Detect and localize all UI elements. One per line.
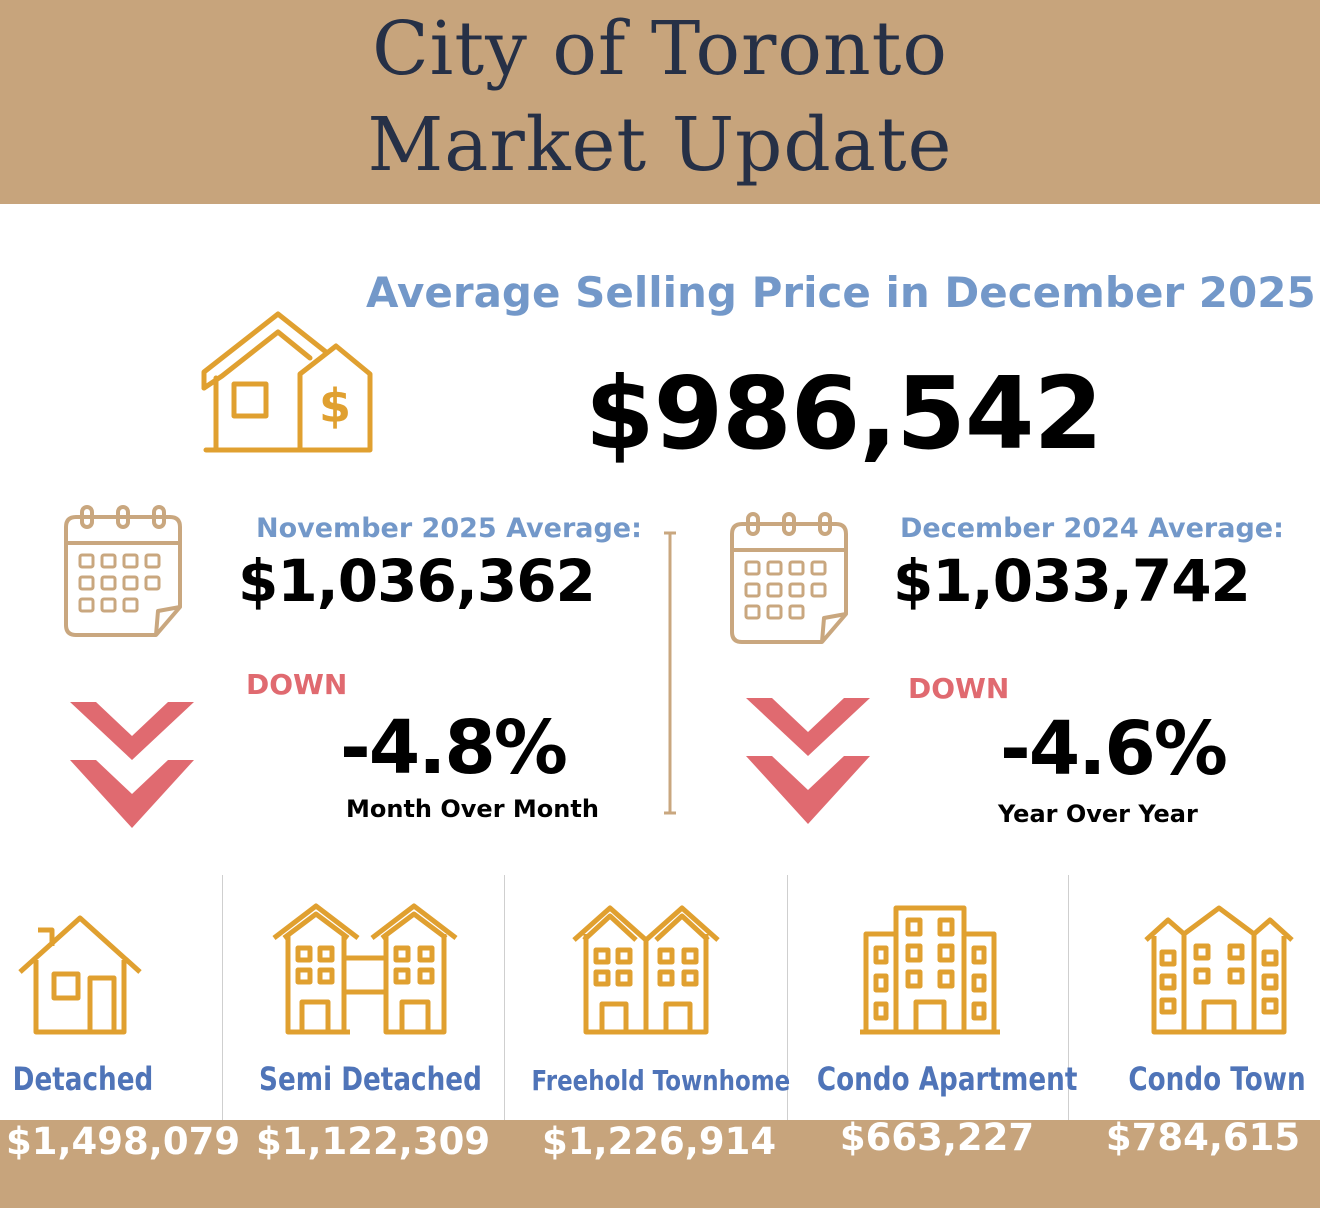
column-divider: [1068, 875, 1069, 1120]
column-divider: [787, 875, 788, 1120]
subtitle: Average Selling Price in December 2025: [366, 268, 1316, 317]
month-average-label: November 2025 Average:: [256, 513, 642, 544]
price-band: [0, 1120, 1320, 1208]
freehold-townhome-icon: [572, 905, 720, 1035]
type-price-condo-apartment: $663,227: [839, 1116, 1035, 1159]
double-chevron-down-icon: [746, 698, 870, 824]
average-price: $986,542: [585, 355, 1103, 472]
month-down-label: DOWN: [246, 668, 348, 701]
year-down-label: DOWN: [908, 672, 1010, 705]
year-average-value: $1,033,742: [893, 547, 1251, 615]
month-average-value: $1,036,362: [238, 547, 596, 615]
calendar-icon: [64, 505, 182, 637]
calendar-icon: [730, 512, 848, 644]
page-title-line2: Market Update: [367, 102, 953, 188]
semi-detached-icon: [272, 903, 458, 1035]
type-label-detached: Detached: [12, 1060, 154, 1098]
detached-house-icon: [18, 915, 142, 1035]
column-divider: [222, 875, 223, 1120]
condo-town-icon: [1144, 905, 1294, 1035]
column-divider: [504, 875, 505, 1120]
type-price-condo-town: $784,615: [1105, 1116, 1301, 1159]
type-label-condo-apartment: Condo Apartment: [816, 1060, 1078, 1098]
type-price-detached: $1,498,079: [6, 1120, 241, 1163]
year-average-label: December 2024 Average:: [900, 513, 1284, 544]
month-change-caption: Month Over Month: [346, 795, 599, 823]
comparison-divider: [664, 531, 676, 815]
year-change-caption: Year Over Year: [998, 800, 1198, 828]
house-dollar-icon: $: [201, 311, 373, 453]
year-change-percent: -4.6%: [1000, 706, 1228, 792]
type-label-semi-detached: Semi Detached: [259, 1060, 482, 1098]
month-change-percent: -4.8%: [340, 705, 568, 791]
header-banner: City of Toronto Market Update: [0, 0, 1320, 204]
type-label-condo-town: Condo Town: [1128, 1060, 1306, 1098]
svg-text:$: $: [319, 379, 351, 433]
page-title-line1: City of Toronto: [372, 6, 948, 92]
type-label-freehold-townhome: Freehold Townhome: [531, 1064, 791, 1097]
type-price-semi-detached: $1,122,309: [256, 1120, 491, 1163]
condo-apartment-icon: [860, 905, 1000, 1035]
type-price-freehold-townhome: $1,226,914: [542, 1120, 777, 1163]
double-chevron-down-icon: [70, 702, 194, 828]
